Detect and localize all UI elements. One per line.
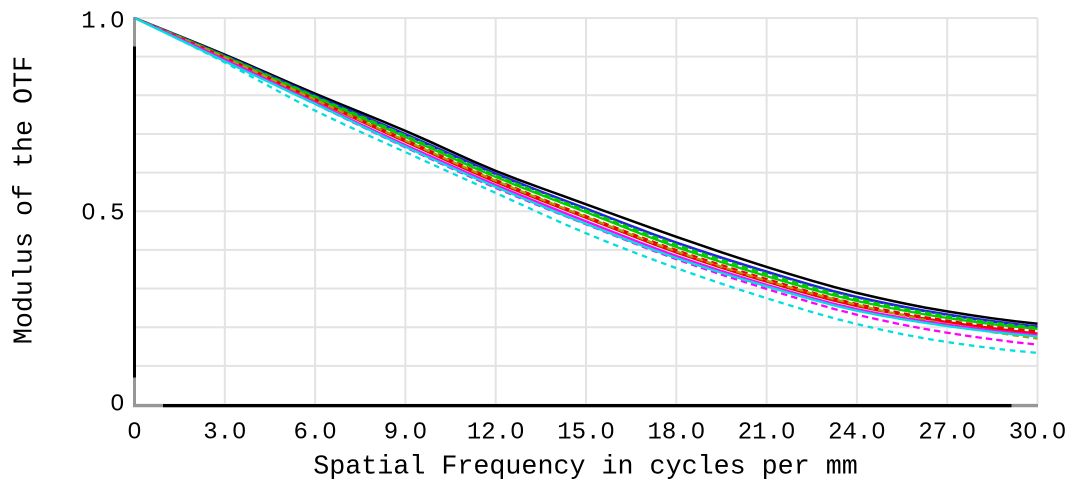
svg-text:Spatial Frequency in cycles pe: Spatial Frequency in cycles per mm [313, 453, 858, 483]
svg-text:Modulus of the OTF: Modulus of the OTF [11, 56, 41, 344]
